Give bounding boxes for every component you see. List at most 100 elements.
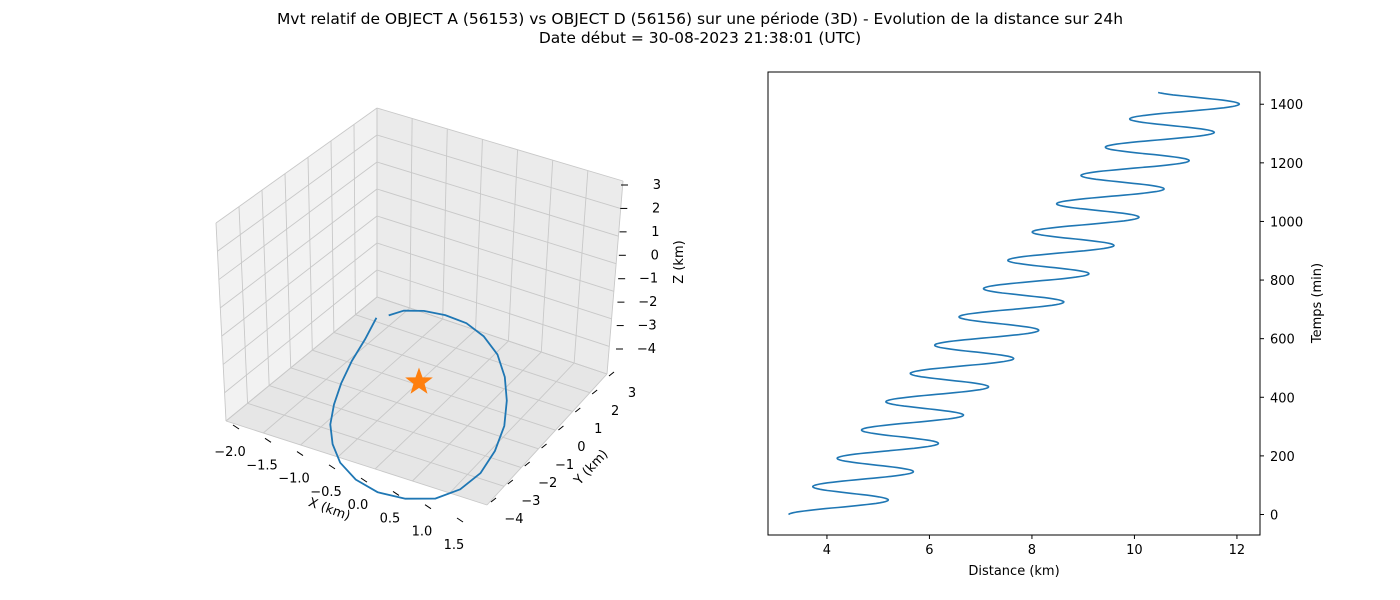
grid-line [247, 402, 505, 487]
grid-line [284, 173, 292, 368]
grid-line [540, 160, 554, 353]
figure-title-line1: Mvt relatif de OBJECT A (56153) vs OBJEC… [276, 10, 1124, 28]
y-tick-label: −3 [521, 494, 540, 509]
grid-line [442, 128, 448, 320]
grid-line [215, 222, 227, 422]
grid-line [374, 340, 509, 470]
y-tick-label: 1000 [1270, 215, 1303, 230]
grid-line [376, 296, 608, 375]
y-tick-label: 3 [628, 386, 636, 401]
y-tick-label: 2 [611, 404, 619, 419]
x-tick-mark [264, 437, 272, 443]
x-tick-label: 0.0 [348, 498, 369, 513]
x-tick-mark [424, 504, 432, 510]
y-tick-mark [524, 461, 531, 467]
distance-line [788, 91, 1241, 516]
y-tick-label: −4 [504, 512, 523, 527]
y-tick-label: −1 [555, 458, 574, 473]
x-tick-label: 12 [1229, 543, 1246, 558]
x-tick-mark [360, 477, 368, 483]
grid-line [225, 296, 378, 422]
grid-line [312, 349, 556, 431]
grid-line [412, 351, 542, 482]
x-tick-mark [296, 451, 304, 456]
grid-line [307, 157, 313, 351]
grid-line [606, 180, 624, 375]
y-tick-mark [507, 479, 514, 485]
z-tick-label: −3 [638, 319, 657, 334]
y-tick-mark [541, 443, 547, 449]
grid-line [376, 107, 624, 182]
grid-line [215, 107, 378, 224]
y-tick-mark [591, 389, 598, 395]
y-tick-label: 0 [577, 440, 585, 455]
grid-line [376, 242, 612, 320]
grid-line [486, 373, 608, 506]
y-tick-label: −2 [538, 476, 557, 491]
grid-line [224, 269, 378, 394]
x-tick-label: 10 [1126, 543, 1143, 558]
y-tick-label: 200 [1270, 450, 1295, 465]
grid-line [290, 367, 539, 450]
grid-line [300, 318, 444, 446]
x-tick-label: 1.0 [412, 525, 433, 540]
x-tick-label: −1.5 [246, 458, 278, 473]
grid-line [220, 188, 378, 309]
grid-line [238, 206, 249, 404]
grid-line [353, 124, 356, 315]
x-tick-mark [232, 424, 240, 430]
grid-line [337, 329, 476, 458]
pane-floor [226, 297, 607, 505]
grid-line [573, 170, 589, 364]
grid-line [217, 134, 378, 252]
z-tick-label: 0 [651, 248, 659, 263]
ticks-3d: −2.0−1.5−1.0−0.50.00.51.01.5−4−3−2−10123… [214, 178, 661, 553]
grid-line [376, 269, 610, 347]
trajectory-line [329, 309, 508, 500]
trajectory-3d [329, 309, 508, 500]
plot-frame [767, 71, 1261, 536]
y-tick-label: 400 [1270, 391, 1295, 406]
grid-line [376, 215, 614, 292]
x-tick-label: 6 [925, 543, 933, 558]
y-tick-label: 1200 [1270, 157, 1303, 172]
grid-line [333, 332, 573, 412]
grid-line [221, 215, 378, 337]
grid-line [269, 385, 522, 468]
z-tick-label: 3 [653, 178, 661, 193]
grid-line [475, 139, 483, 331]
grid-line [507, 149, 519, 342]
y-tick-label: 1400 [1270, 98, 1303, 113]
chart-distance-time: 4 6 8 10 12 0 200 400 600 800 1000 1200 1400 Distanc… [767, 71, 1325, 579]
grid-line [376, 134, 621, 210]
x-tick-label: 8 [1028, 543, 1036, 558]
y-tick-mark [558, 425, 564, 431]
figure-title-line2: Date début = 30-08-2023 21:38:01 (UTC) [538, 29, 862, 47]
grid-line [355, 314, 590, 394]
grid-line [376, 188, 617, 265]
grid-line [261, 190, 270, 386]
y-tick-mark [490, 497, 497, 503]
z-tick-label: −1 [639, 272, 658, 287]
x-tick-label: −0.5 [310, 485, 342, 500]
x-tick-label: −2.0 [214, 445, 246, 460]
pane-back-left [216, 108, 377, 421]
z-tick-label: −2 [638, 295, 657, 310]
y-tick-label: 1 [594, 422, 602, 437]
grid-line [330, 140, 335, 333]
y-tick-label: 0 [1270, 508, 1278, 523]
y-tick-mark [608, 371, 615, 377]
z-tick-label: 1 [651, 225, 659, 240]
x-tick-label: 4 [823, 543, 831, 558]
chart-3d-trajectory: −2.0−1.5−1.0−0.50.00.51.01.5−4−3−2−10123… [214, 107, 687, 553]
ylabel-2d: Temps (min) [1310, 263, 1325, 344]
grid-3d [215, 107, 624, 506]
x-tick-mark [328, 464, 336, 470]
x-tick-label: 1.5 [444, 538, 465, 553]
grid-line [449, 362, 575, 494]
x-tick-label: −1.0 [278, 472, 310, 487]
x-tick-mark [456, 517, 464, 523]
grid-line [225, 420, 488, 506]
ticks-2d: 4 6 8 10 12 0 200 400 600 800 1000 1200 1400 [823, 98, 1303, 558]
grid-line [376, 161, 619, 237]
